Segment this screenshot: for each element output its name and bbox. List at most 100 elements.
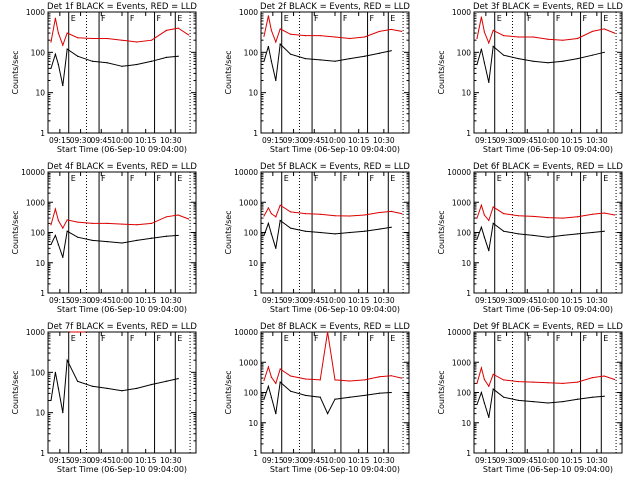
marker-label: F <box>370 14 375 23</box>
data-point-lld <box>562 39 564 41</box>
data-point-lld <box>364 214 366 216</box>
panel-title: Det 6f BLACK = Events, RED = LLD <box>473 162 623 172</box>
data-point-lld <box>378 211 380 214</box>
y-tick-label: 1000 <box>26 8 45 17</box>
y-tick-label: 10 <box>35 259 45 268</box>
data-point-events <box>577 57 579 60</box>
y-tick-label: 1000 <box>26 328 45 337</box>
data-point-lld <box>66 219 68 221</box>
data-point-lld <box>562 217 564 219</box>
x-tick-label: 09:15 <box>49 296 71 305</box>
data-point-events <box>603 51 605 53</box>
data-point-lld <box>547 382 549 384</box>
y-tick-label: 1 <box>466 129 471 138</box>
data-point-events <box>476 403 478 406</box>
data-point-events <box>290 227 292 229</box>
data-point-events <box>349 57 351 60</box>
data-point-events <box>480 226 482 228</box>
x-axis-label: Start Time (06-Sep-10 09:04:00) <box>57 145 187 154</box>
data-point-events <box>54 234 57 237</box>
y-tick-label: 1 <box>40 449 45 458</box>
marker-label: F <box>556 174 561 183</box>
data-point-lld <box>503 379 505 381</box>
data-point-events <box>503 54 505 56</box>
data-point-events <box>50 67 52 69</box>
marker-label: E <box>603 14 608 23</box>
data-point-lld <box>614 214 616 216</box>
data-point-lld <box>334 36 336 38</box>
y-tick-label: 10 <box>248 419 258 428</box>
marker-label: F <box>130 174 135 183</box>
y-tick-label: 10000 <box>234 168 258 177</box>
x-tick-label: 09:15 <box>475 456 497 465</box>
data-point-lld <box>577 216 579 218</box>
data-point-events <box>106 241 108 243</box>
data-point-events <box>275 247 277 249</box>
x-tick-label: 09:15 <box>49 136 71 145</box>
data-point-events <box>304 230 306 232</box>
marker-label: F <box>157 14 162 23</box>
data-point-lld <box>121 223 123 225</box>
data-point-lld <box>483 31 485 33</box>
y-tick-label: 1000 <box>239 358 258 367</box>
data-point-lld <box>390 210 392 212</box>
marker-label: E <box>71 14 76 23</box>
y-axis-label: Counts/sec <box>11 210 20 254</box>
series-line-lld <box>476 365 615 388</box>
data-point-events <box>165 235 167 237</box>
marker-label: F <box>343 334 348 343</box>
data-point-events <box>121 390 123 392</box>
panel-title: Det 9f BLACK = Events, RED = LLD <box>473 322 623 332</box>
data-point-lld <box>517 215 519 217</box>
x-tick-label: 09:45 <box>303 296 325 305</box>
data-point-lld <box>62 44 64 46</box>
data-point-lld <box>263 215 265 217</box>
y-tick-label: 1 <box>466 289 471 298</box>
data-point-lld <box>492 29 494 31</box>
data-point-lld <box>84 331 86 333</box>
data-point-lld <box>275 216 277 218</box>
y-tick-label: 10 <box>248 89 258 98</box>
y-axis-label: Counts/sec <box>437 370 446 414</box>
marker-label: F <box>101 14 106 23</box>
y-tick-label: 1000 <box>452 8 471 17</box>
data-point-lld <box>327 331 329 333</box>
data-point-lld <box>562 382 564 384</box>
y-tick-label: 1000 <box>239 8 258 17</box>
x-tick-label: 10:30 <box>373 296 395 305</box>
data-point-lld <box>177 27 179 29</box>
data-point-lld <box>349 215 351 217</box>
data-point-events <box>483 236 485 238</box>
y-tick-label: 1000 <box>239 198 258 207</box>
x-tick-label: 09:45 <box>90 296 112 305</box>
data-point-lld <box>279 28 281 30</box>
data-point-events <box>279 381 281 383</box>
x-tick-label: 10:30 <box>586 136 608 145</box>
data-point-events <box>532 401 534 403</box>
x-tick-label: 09:30 <box>70 296 92 305</box>
x-axis-label: Start Time (06-Sep-10 09:04:00) <box>483 305 613 314</box>
data-point-lld <box>532 36 534 38</box>
x-tick-label: 09:30 <box>70 456 92 465</box>
marker-label: F <box>527 14 532 23</box>
series-line-lld <box>50 18 189 47</box>
data-point-events <box>275 79 277 82</box>
data-point-lld <box>378 376 380 378</box>
y-tick-label: 100 <box>457 389 472 398</box>
data-point-lld <box>603 375 605 377</box>
data-point-lld <box>290 375 292 377</box>
data-point-events <box>319 59 321 61</box>
data-point-events <box>349 396 351 398</box>
marker-label: F <box>314 334 319 343</box>
x-tick-label: 09:15 <box>262 136 284 145</box>
axis-box <box>473 171 623 294</box>
x-tick-label: 10:30 <box>373 136 395 145</box>
data-point-events <box>177 55 179 57</box>
data-point-lld <box>488 219 490 222</box>
data-point-events <box>517 57 519 60</box>
data-point-events <box>562 401 564 403</box>
series-line-events <box>476 388 605 418</box>
x-tick-label: 10:00 <box>324 136 346 145</box>
marker-label: F <box>583 174 588 183</box>
data-point-events <box>532 234 534 237</box>
